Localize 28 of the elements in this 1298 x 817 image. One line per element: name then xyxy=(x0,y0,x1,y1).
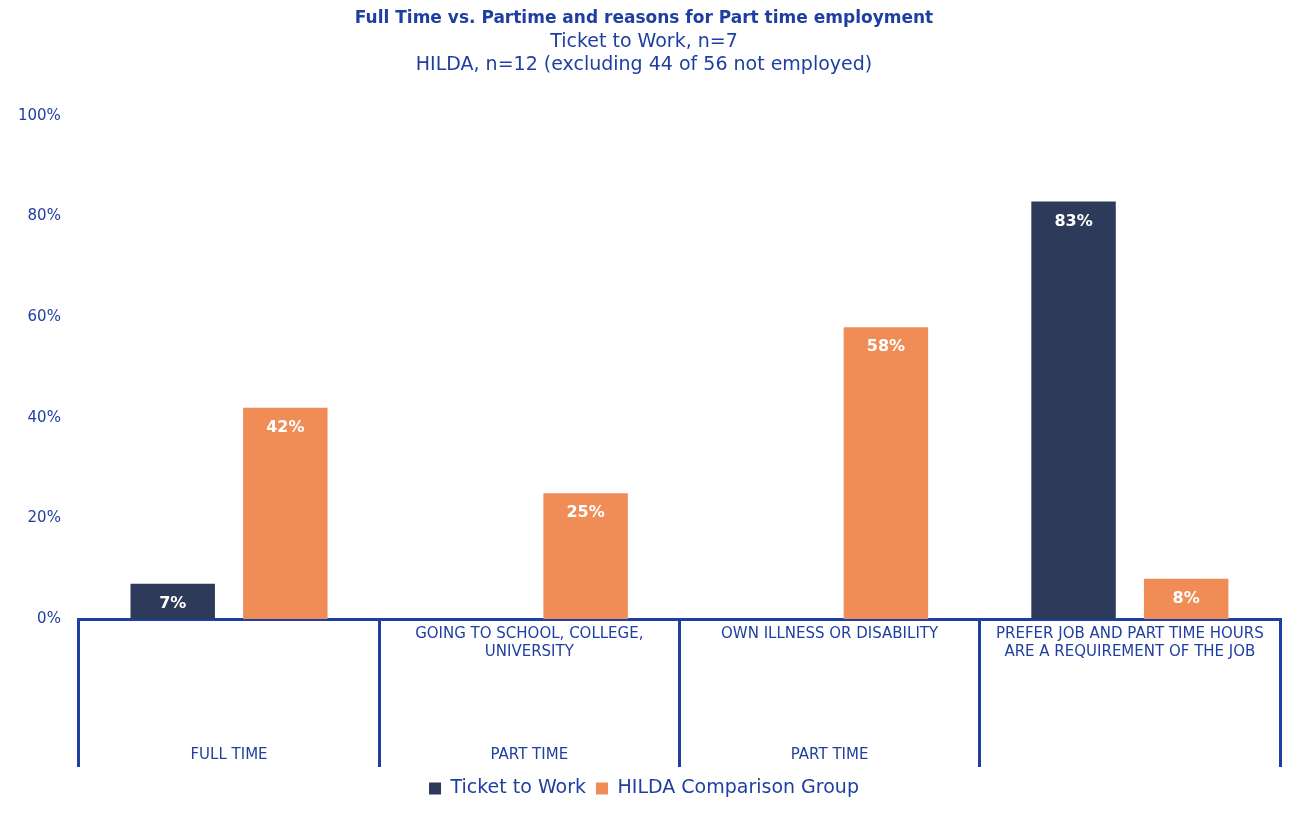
bar xyxy=(543,493,628,619)
y-tick-label: 60% xyxy=(27,307,61,326)
y-tick-label: 20% xyxy=(27,508,61,527)
x-tick-label: OWN ILLNESS OR DISABILITY xyxy=(721,623,939,642)
y-tick-label: 0% xyxy=(37,608,61,627)
bar xyxy=(130,583,215,619)
bar xyxy=(1143,578,1229,619)
x-tick-label: GOING TO SCHOOL, COLLEGE, UNIVERSITY xyxy=(415,623,644,660)
data-label: 8% xyxy=(1172,587,1200,607)
chart-title: Full Time vs. Partime and reasons for Part time employment xyxy=(354,6,934,27)
text: FULL TIME xyxy=(190,744,268,763)
data-label: 58% xyxy=(866,336,906,356)
bar xyxy=(1031,201,1116,619)
chart-subtitle: Ticket to Work, n=7 HILDA, n=12 (excluding 44 of 56 not employed) xyxy=(415,28,873,74)
text: PART TIME xyxy=(790,744,869,763)
legend-label: HILDA Comparison Group xyxy=(617,775,859,798)
bar xyxy=(843,327,929,619)
data-label: 83% xyxy=(1054,210,1093,230)
y-tick-label: 40% xyxy=(27,407,61,426)
data-label: 42% xyxy=(266,416,305,436)
legend-label: Ticket to Work xyxy=(449,775,587,798)
y-tick-label: 100% xyxy=(17,105,61,124)
data-label: 7% xyxy=(159,592,187,612)
text: PART TIME xyxy=(490,744,569,763)
bar xyxy=(243,407,328,619)
x-tick-label: PREFER JOB AND PART TIME HOURS ARE A REQUIREMENT OF THE JOB xyxy=(995,623,1264,660)
y-tick-label: 80% xyxy=(27,206,61,225)
data-label: 25% xyxy=(566,502,605,522)
